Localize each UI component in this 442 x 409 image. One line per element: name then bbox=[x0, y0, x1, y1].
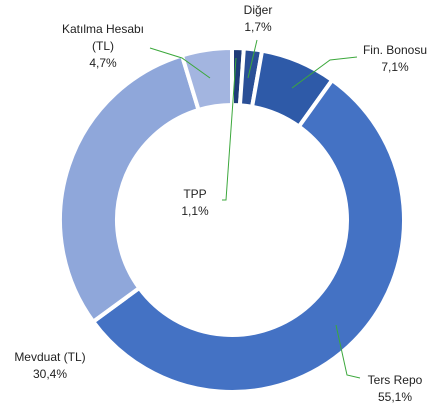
category-label: Katılma Hesabı (TL) bbox=[61, 22, 145, 53]
category-label: Mevduat (TL) bbox=[14, 350, 86, 364]
value-label: 4,7% bbox=[89, 56, 117, 70]
value-label: 1,7% bbox=[244, 20, 272, 34]
slice-label: TPP 1,1% bbox=[165, 186, 225, 220]
value-label: 55,1% bbox=[377, 390, 413, 404]
leader-line bbox=[291, 56, 358, 89]
leader-line bbox=[247, 39, 258, 79]
category-label: Fin. Bonosu bbox=[362, 43, 428, 57]
slice-label: Ters Repo 55,1% bbox=[345, 372, 442, 406]
value-label: 1,1% bbox=[181, 204, 209, 218]
leader-line bbox=[149, 47, 211, 79]
value-label: 7,1% bbox=[381, 60, 409, 74]
value-label: 30,4% bbox=[32, 367, 68, 381]
slice-label: Katılma Hesabı (TL) 4,7% bbox=[58, 21, 148, 72]
slice-label: Diğer 1,7% bbox=[228, 2, 288, 36]
category-label: TPP bbox=[183, 187, 207, 201]
leader-line bbox=[335, 324, 361, 379]
category-label: Diğer bbox=[243, 3, 273, 17]
donut-slice bbox=[179, 45, 234, 113]
leader-line bbox=[222, 57, 237, 201]
category-label: Ters Repo bbox=[367, 373, 423, 387]
slice-label: Fin. Bonosu 7,1% bbox=[345, 42, 442, 76]
donut-slice bbox=[58, 52, 202, 325]
slice-label: Mevduat (TL) 30,4% bbox=[0, 349, 100, 383]
donut-slice bbox=[90, 77, 406, 394]
